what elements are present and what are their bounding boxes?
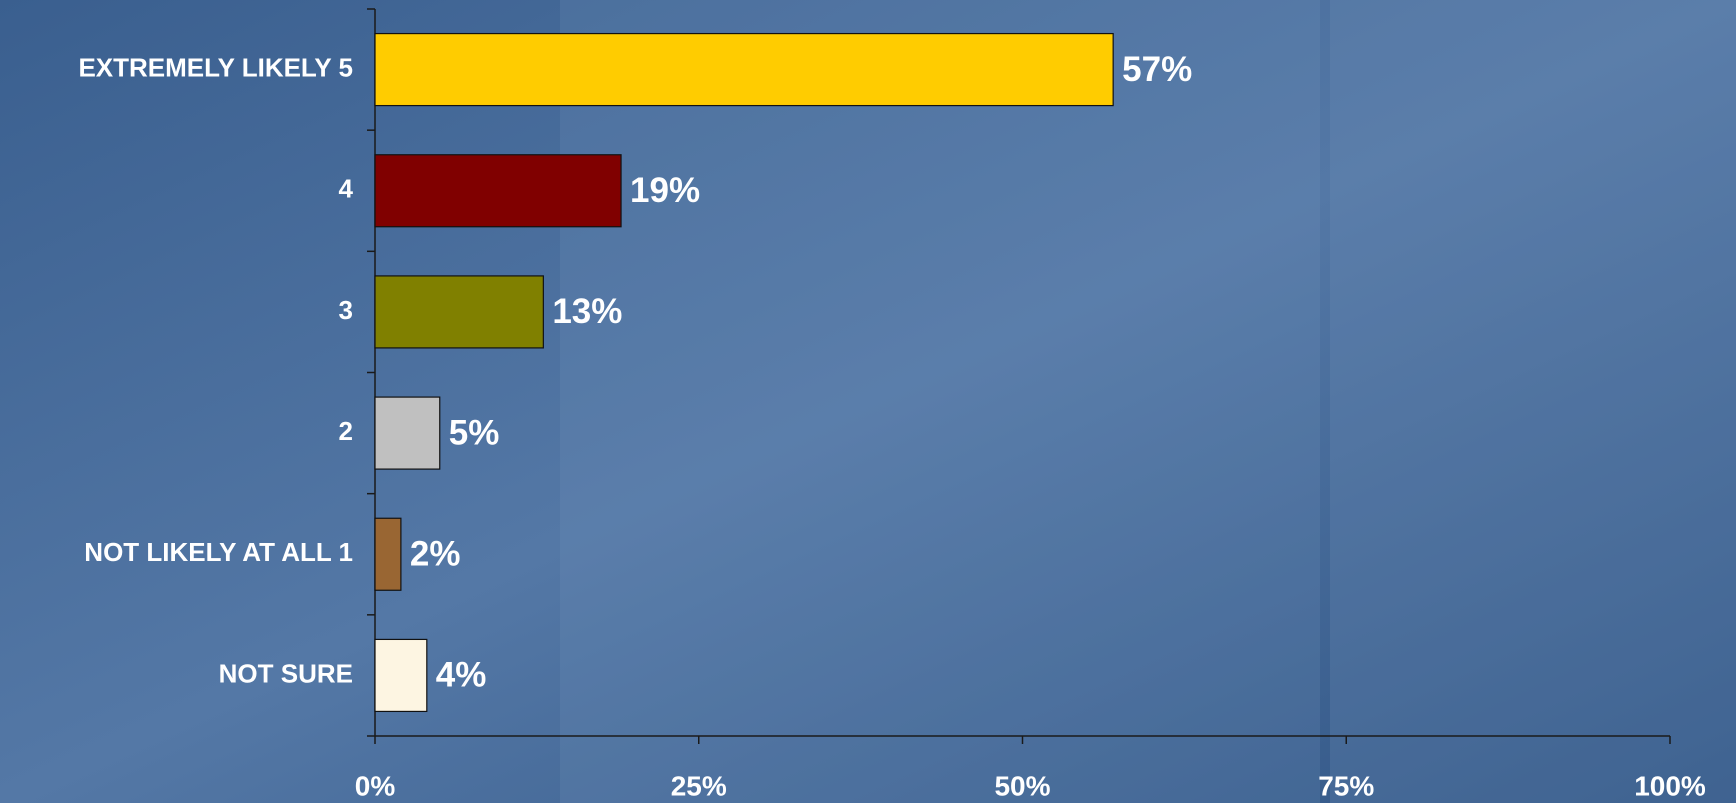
y-tick-label: NOT SURE (219, 658, 353, 688)
y-tick-label: 4 (339, 174, 354, 204)
bar (374, 32, 1114, 107)
value-label: 13% (552, 292, 622, 331)
background-decor (560, 0, 1320, 803)
value-label: 19% (630, 171, 700, 210)
value-label: 4% (436, 656, 487, 695)
y-tick-label: EXTREMELY LIKELY 5 (78, 52, 353, 82)
y-tick-label: 2 (339, 416, 353, 446)
value-label: 5% (449, 413, 500, 452)
value-label: 57% (1122, 50, 1192, 89)
bar (374, 275, 544, 349)
bar (374, 517, 402, 591)
value-label: 2% (410, 535, 461, 574)
y-tick-label: 3 (339, 295, 353, 325)
x-tick-label: 25% (671, 770, 727, 801)
bar (374, 154, 622, 228)
x-tick-label: 0% (355, 770, 396, 801)
bar (374, 638, 428, 713)
y-tick-label: NOT LIKELY AT ALL 1 (84, 537, 353, 567)
x-tick-label: 100% (1634, 770, 1706, 801)
background-decor (1330, 0, 1736, 803)
x-tick-label: 75% (1318, 770, 1374, 801)
bar (374, 396, 441, 470)
x-tick-label: 50% (994, 770, 1050, 801)
